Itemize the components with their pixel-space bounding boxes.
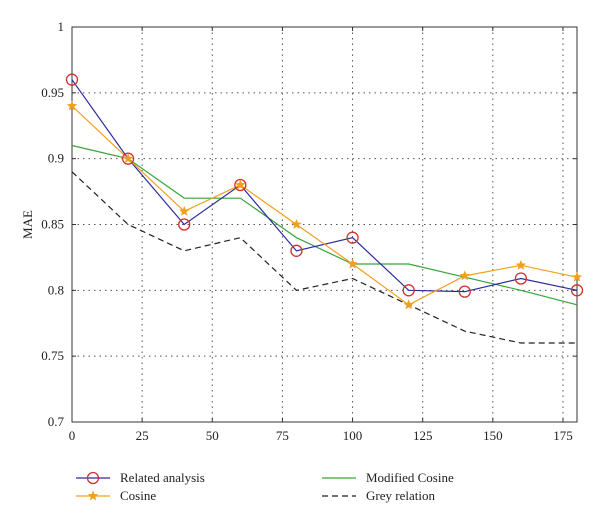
data-point [515, 259, 527, 270]
legend-item-grey-relation: Grey relation [322, 488, 435, 503]
markers-cosine [66, 100, 583, 310]
data-point [571, 271, 583, 282]
legend-item-modified-cosine: Modified Cosine [322, 470, 454, 485]
data-point [347, 258, 358, 269]
plot-area [72, 27, 577, 422]
data-point [121, 152, 135, 165]
y-tick-label: 0.9 [48, 151, 64, 166]
y-tick-label: 0.7 [48, 414, 65, 429]
y-tick-label: 0.8 [48, 282, 64, 297]
legend: Related analysis Cosine Modified Cosine Gre… [76, 470, 454, 503]
data-point [291, 219, 302, 229]
y-tick-label: 0.75 [41, 348, 64, 363]
x-tick-label: 100 [343, 428, 363, 443]
legend-label: Related analysis [120, 470, 205, 485]
data-point [235, 179, 246, 190]
data-point [290, 244, 303, 257]
x-tick-label: 150 [483, 428, 503, 443]
data-point [178, 205, 190, 216]
data-point [87, 490, 99, 501]
data-point [65, 73, 79, 86]
data-point [86, 471, 100, 485]
y-tick-label: 0.95 [41, 85, 64, 100]
axis-ticks: 0 25 50 75 100 125 150 175 0.7 0.75 0.8 0.85 0.9 0.95… [41, 19, 577, 443]
legend-label: Cosine [120, 488, 156, 503]
series-cosine [71, 105, 578, 306]
data-point [514, 272, 528, 285]
x-tick-label: 0 [69, 428, 76, 443]
series-modified-cosine [71, 144, 578, 306]
markers-related-analysis [65, 73, 584, 298]
data-point [346, 231, 359, 244]
data-point [66, 100, 78, 111]
series-line [71, 105, 578, 306]
legend-item-cosine: Cosine [76, 488, 156, 503]
legend-label: Grey relation [366, 488, 435, 503]
y-axis-label: MAE [20, 210, 35, 239]
data-point [458, 285, 471, 298]
series-grey-relation [71, 171, 577, 344]
legend-item-related-analysis: Related analysis [76, 470, 205, 485]
data-point [178, 218, 191, 231]
data-point [234, 178, 247, 192]
legend-label: Modified Cosine [366, 470, 454, 485]
x-tick-label: 50 [206, 428, 219, 443]
data-point [122, 153, 134, 164]
series-line [71, 144, 578, 306]
data-point [459, 270, 471, 281]
data-point [402, 284, 415, 297]
x-tick-label: 75 [276, 428, 289, 443]
series-line [71, 171, 577, 344]
x-tick-label: 25 [136, 428, 149, 443]
y-tick-label: 0.85 [41, 217, 64, 232]
data-point [570, 284, 584, 297]
data-point [403, 299, 414, 310]
x-tick-label: 175 [553, 428, 573, 443]
x-tick-label: 125 [413, 428, 433, 443]
y-tick-label: 1 [58, 19, 65, 34]
